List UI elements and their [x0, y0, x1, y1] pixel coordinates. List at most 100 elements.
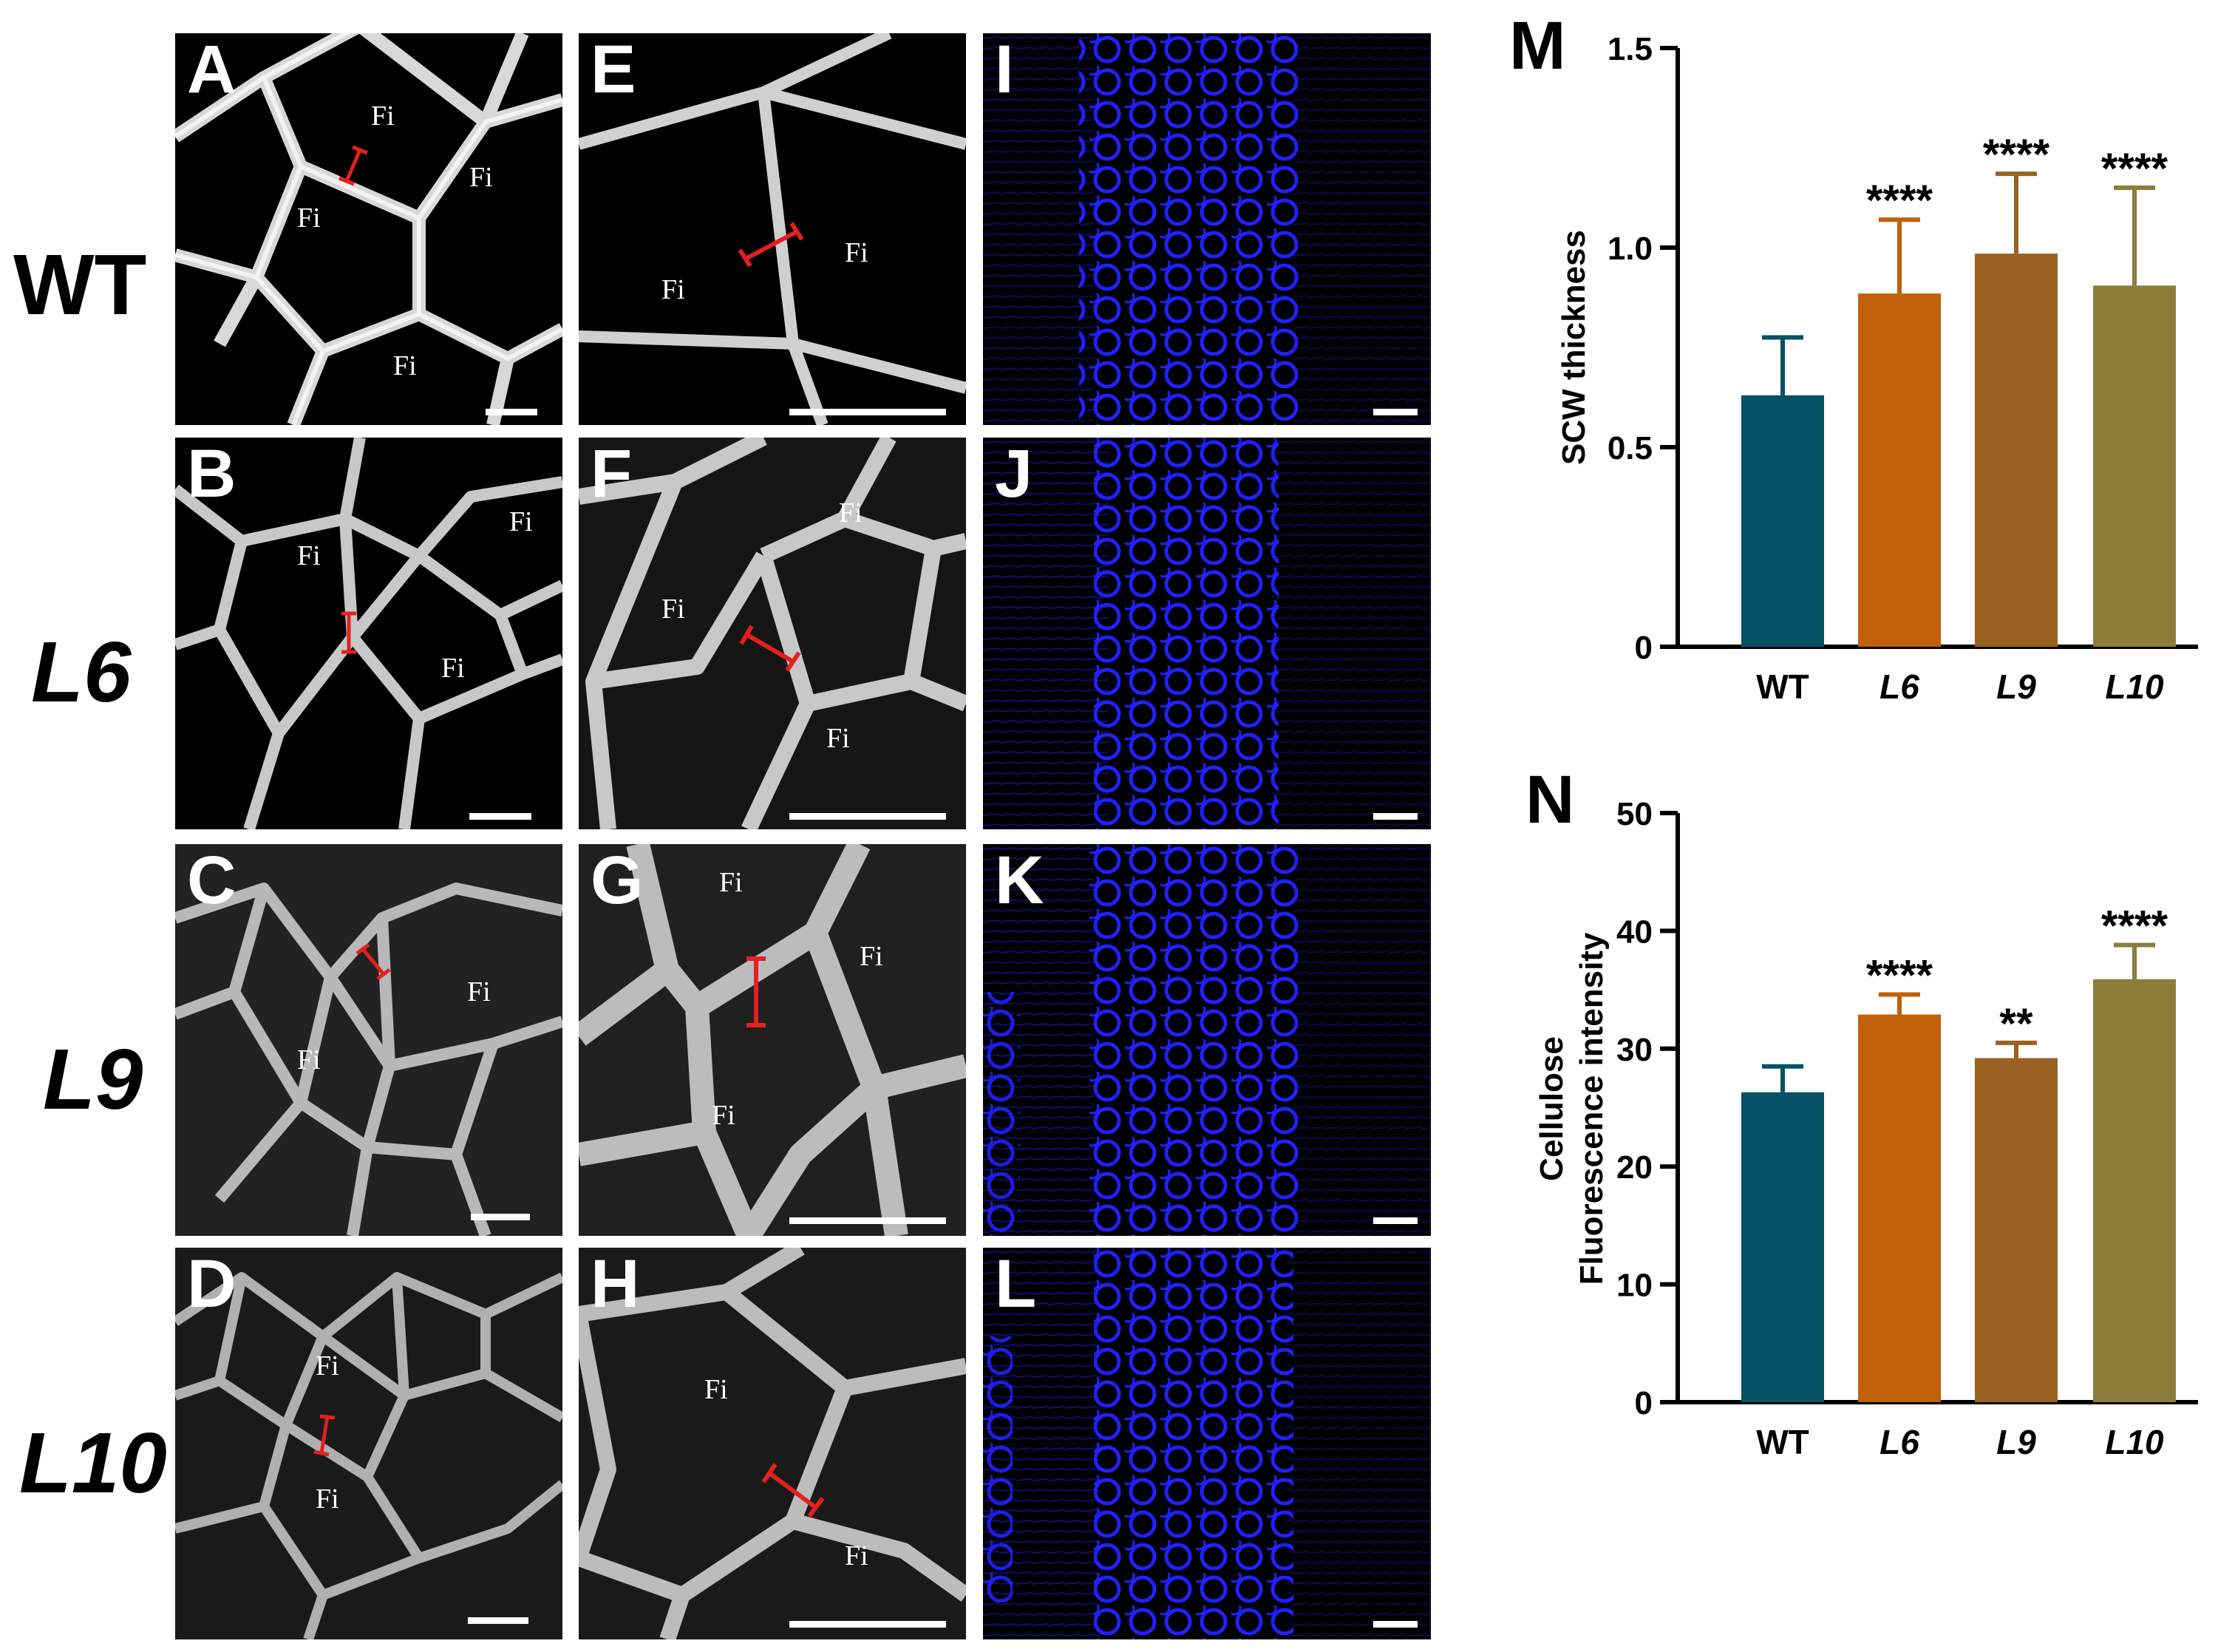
cell-wall-image: [579, 438, 966, 829]
bar-l6: [1858, 1014, 1941, 1402]
y-axis-label: SCW thickness: [1556, 230, 1592, 465]
y-axis-label-line-2: Fluorescence intensity: [1574, 932, 1610, 1285]
panel-i-fluorescence: I: [983, 33, 1431, 425]
y-tick-label: 40: [1616, 914, 1653, 950]
scale-bar: [469, 813, 531, 820]
scale-bar: [789, 1621, 946, 1628]
panel-label-a: A: [187, 33, 237, 107]
y-tick-label: 1.5: [1608, 31, 1653, 67]
panel-g-micrograph: G Fi Fi Fi: [579, 844, 966, 1236]
panel-d-micrograph: D Fi Fi: [175, 1248, 562, 1639]
fiber-label: Fi: [826, 723, 850, 754]
panel-label-b: B: [187, 438, 237, 511]
x-tick-label: L9: [1996, 667, 2036, 706]
panel-c-micrograph: C Fi Fi: [175, 844, 562, 1236]
measure-bar: [738, 222, 804, 268]
measure-bar: [313, 1414, 336, 1457]
fiber-label: Fi: [441, 653, 465, 684]
significance-stars: ****: [1983, 131, 2050, 179]
scale-bar: [1373, 1621, 1418, 1628]
fiber-label: Fi: [661, 274, 685, 305]
fiber-label: Fi: [469, 162, 493, 193]
panel-label-j: J: [995, 438, 1033, 511]
y-tick-label: 0: [1635, 1385, 1653, 1421]
y-tick-label: 30: [1616, 1032, 1653, 1068]
bar-l10: [2093, 285, 2176, 647]
fiber-label: Fi: [712, 1100, 735, 1131]
bar-chart-scw-thickness: 0 0.5 1.0 1.5 WT **** L6 **** L9 **** L10 SCW thick…: [1556, 31, 2198, 706]
scale-bar: [789, 1217, 946, 1224]
panel-label-n: N: [1525, 762, 1575, 837]
measure-bar: [339, 145, 368, 186]
fiber-label: Fi: [845, 237, 868, 268]
row-label-l6: L6: [31, 624, 132, 720]
measure-bar: [761, 1463, 825, 1517]
row-label-wt: WT: [13, 237, 147, 333]
panel-label-m: M: [1509, 8, 1566, 84]
panel-label-c: C: [187, 844, 237, 918]
scale-bar: [1373, 1217, 1418, 1224]
significance-stars: ****: [1866, 177, 1933, 225]
cell-wall-image: [579, 1248, 966, 1639]
y-tick-label: 10: [1616, 1268, 1653, 1304]
fiber-label: Fi: [371, 101, 395, 132]
fiber-label: Fi: [839, 497, 863, 528]
scale-bar: [789, 813, 946, 820]
y-tick-label: 1.0: [1608, 231, 1653, 267]
x-tick-label: L9: [1996, 1423, 2036, 1461]
significance-stars: **: [1999, 1000, 2033, 1048]
panel-label-f: F: [591, 438, 633, 511]
cell-wall-image: [175, 33, 562, 425]
fiber-label: Fi: [297, 1044, 321, 1075]
row-label-l10: L10: [19, 1415, 167, 1511]
significance-stars: ****: [2101, 903, 2168, 951]
scale-bar: [1373, 813, 1418, 820]
y-tick-label: 0: [1635, 630, 1653, 666]
cell-wall-image: [175, 1248, 562, 1639]
measure-bar: [739, 625, 801, 672]
significance-stars: ****: [2101, 145, 2168, 193]
bar-chart-cellulose-fluorescence: 0 10 20 30 40 50 WT **** L6 ** L9 **** L10 Cellulose F…: [1534, 796, 2198, 1461]
fiber-label: Fi: [719, 867, 743, 898]
fiber-label: Fi: [860, 941, 883, 972]
panel-label-k: K: [995, 844, 1044, 918]
stained-tissue-image: [983, 844, 1431, 1236]
fiber-label: Fi: [467, 976, 491, 1007]
bar-wt: [1741, 1092, 1824, 1402]
fiber-label: Fi: [297, 540, 321, 571]
bar-l10: [2093, 979, 2176, 1402]
stained-tissue-image: [983, 33, 1431, 425]
panel-a-micrograph: A Fi Fi Fi Fi: [175, 33, 562, 425]
y-tick-label: 20: [1616, 1149, 1653, 1186]
panel-label-d: D: [187, 1248, 237, 1322]
scale-bar: [486, 409, 537, 415]
panel-label-i: I: [995, 33, 1014, 107]
measure-bar: [341, 611, 356, 654]
measure-bar: [746, 956, 766, 1027]
significance-stars: ****: [1866, 951, 1933, 999]
scale-bar: [471, 1214, 530, 1220]
bar-l6: [1858, 293, 1941, 647]
bar-l9: [1975, 254, 2058, 647]
scale-bar: [789, 409, 946, 415]
scale-bar: [468, 1617, 528, 1624]
x-tick-label: L6: [1879, 1423, 1919, 1461]
y-axis-label-line-1: Cellulose: [1534, 1036, 1570, 1181]
row-label-l9: L9: [43, 1031, 143, 1127]
scale-bar: [1373, 409, 1418, 415]
panel-k-fluorescence: K: [983, 844, 1431, 1236]
cell-wall-image: [579, 844, 966, 1236]
fiber-label: Fi: [316, 1483, 339, 1515]
panel-label-g: G: [591, 844, 644, 918]
stained-tissue-image: [983, 438, 1431, 829]
stained-tissue-image: [983, 1248, 1431, 1639]
fiber-label: Fi: [845, 1540, 868, 1571]
fiber-label: Fi: [509, 506, 533, 537]
panel-label-e: E: [591, 33, 636, 107]
fiber-label: Fi: [316, 1350, 339, 1381]
panel-l-fluorescence: L: [983, 1248, 1431, 1639]
x-tick-label: WT: [1756, 667, 1809, 706]
fiber-label: Fi: [393, 350, 417, 381]
fiber-label: Fi: [661, 594, 685, 625]
cell-wall-image: [579, 33, 966, 425]
